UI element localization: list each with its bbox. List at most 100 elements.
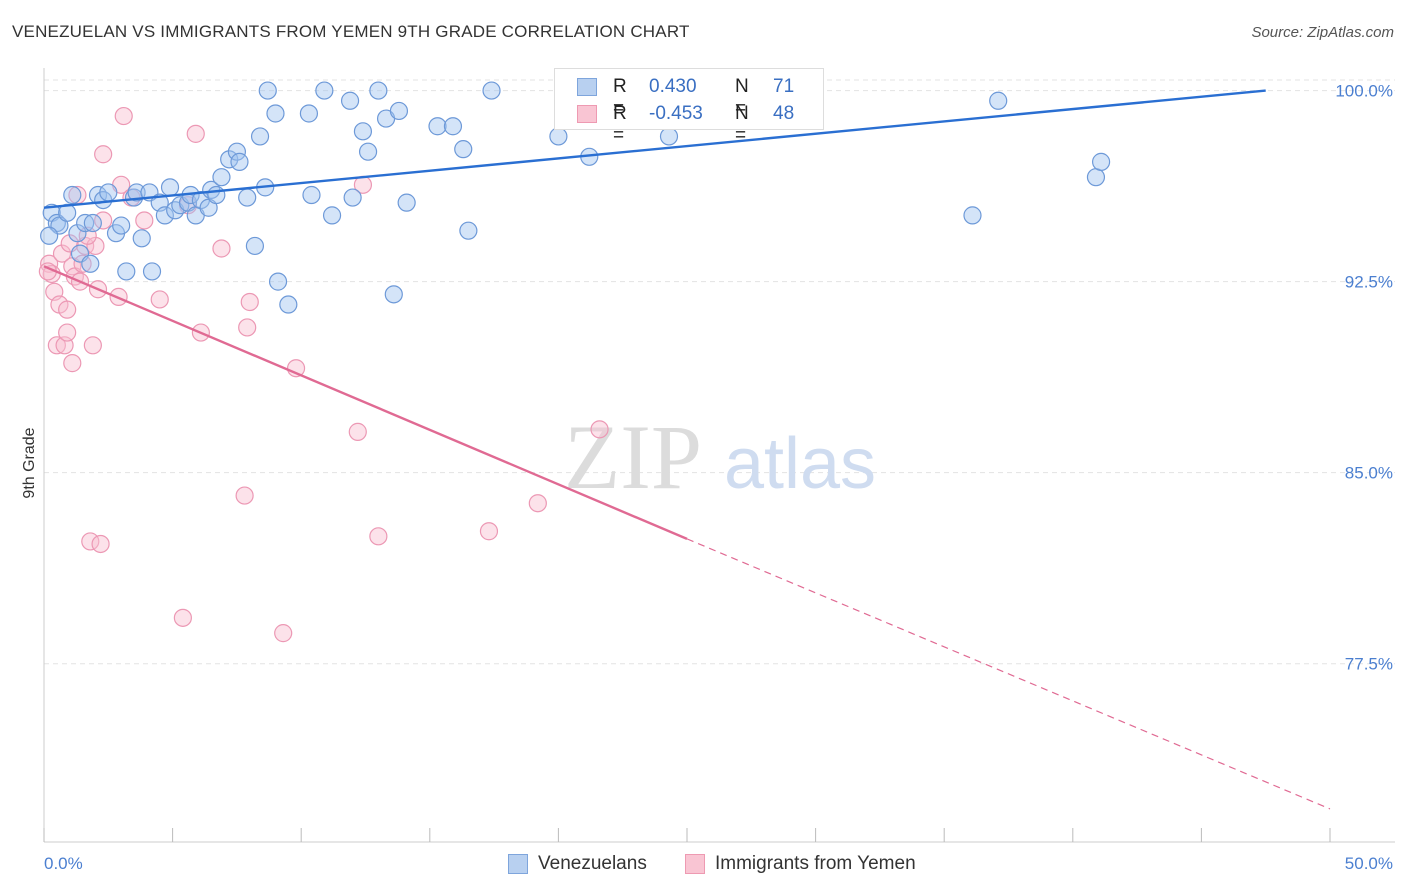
point-venezuelans bbox=[112, 216, 131, 235]
point-yemen bbox=[83, 336, 102, 355]
legend-n-label: N = bbox=[735, 76, 749, 119]
legend-n-value: 71 bbox=[773, 76, 795, 97]
point-venezuelans bbox=[99, 183, 118, 202]
point-venezuelans bbox=[322, 206, 342, 225]
point-venezuelans bbox=[384, 285, 403, 304]
point-venezuelans bbox=[397, 193, 416, 212]
point-venezuelans bbox=[659, 127, 679, 146]
point-venezuelans bbox=[207, 185, 226, 205]
point-venezuelans bbox=[340, 91, 360, 110]
point-venezuelans bbox=[268, 272, 288, 291]
point-venezuelans bbox=[279, 295, 298, 314]
correlation-legend: R = 0.430 N = 71 R = -0.453 N = 48 bbox=[554, 68, 824, 146]
point-venezuelans bbox=[549, 127, 568, 146]
y-tick-labels: 100.0% 92.5% 85.0% 77.5% bbox=[1335, 82, 1393, 674]
legend-r-label: R = bbox=[613, 76, 627, 119]
x-tick-label: 0.0% bbox=[44, 854, 83, 873]
legend-r-value: 0.430 bbox=[649, 76, 697, 97]
point-yemen bbox=[58, 323, 77, 342]
gridlines bbox=[44, 79, 1395, 665]
x-tick-label: 50.0% bbox=[1345, 854, 1393, 873]
legend-r-label: R = bbox=[613, 103, 627, 146]
point-yemen bbox=[186, 124, 205, 143]
point-venezuelans bbox=[1086, 168, 1106, 187]
trend-line-venezuelans bbox=[43, 89, 1266, 209]
point-venezuelans bbox=[238, 188, 257, 207]
point-venezuelans bbox=[343, 188, 362, 207]
point-venezuelans bbox=[160, 178, 180, 197]
point-venezuelans bbox=[127, 183, 146, 202]
point-venezuelans bbox=[40, 226, 59, 245]
y-tick-label: 100.0% bbox=[1335, 82, 1393, 101]
point-yemen bbox=[52, 244, 72, 263]
point-venezuelans bbox=[443, 117, 463, 136]
point-venezuelans bbox=[459, 221, 478, 240]
point-yemen bbox=[238, 318, 257, 337]
point-venezuelans bbox=[299, 104, 319, 123]
point-venezuelans bbox=[230, 152, 249, 171]
bottom-legend-label: Immigrants from Yemen bbox=[715, 853, 916, 874]
point-venezuelans bbox=[155, 206, 174, 225]
point-venezuelans bbox=[63, 185, 82, 205]
point-yemen bbox=[240, 292, 259, 312]
point-yemen bbox=[150, 290, 169, 309]
point-venezuelans bbox=[428, 117, 447, 136]
y-axis-label: 9th Grade bbox=[21, 427, 38, 498]
point-yemen bbox=[590, 420, 609, 439]
point-yemen bbox=[135, 211, 154, 230]
point-venezuelans bbox=[132, 229, 151, 248]
legend-r-value: -0.453 bbox=[649, 103, 703, 124]
point-venezuelans bbox=[454, 140, 473, 159]
series-yemen-points bbox=[38, 106, 609, 643]
point-venezuelans bbox=[142, 262, 162, 281]
y-tick-label: 85.0% bbox=[1345, 464, 1393, 483]
point-yemen bbox=[91, 534, 110, 554]
axes bbox=[43, 68, 1395, 843]
point-venezuelans bbox=[212, 168, 231, 187]
point-venezuelans bbox=[83, 213, 102, 233]
legend-swatch-yemen bbox=[577, 105, 597, 123]
chart-title: VENEZUELAN VS IMMIGRANTS FROM YEMEN 9TH … bbox=[12, 22, 690, 41]
point-venezuelans bbox=[315, 81, 334, 100]
y-tick-label: 92.5% bbox=[1345, 273, 1393, 292]
point-venezuelans bbox=[1091, 152, 1111, 171]
point-venezuelans bbox=[250, 127, 270, 146]
legend-n-value: 48 bbox=[773, 103, 795, 124]
point-yemen bbox=[274, 624, 293, 643]
point-yemen bbox=[47, 336, 66, 355]
trend-line-yemen-extrapolated bbox=[686, 538, 1331, 810]
point-yemen bbox=[348, 422, 367, 441]
point-venezuelans bbox=[258, 81, 277, 100]
point-venezuelans bbox=[989, 91, 1008, 110]
point-venezuelans bbox=[358, 142, 378, 161]
point-yemen bbox=[173, 608, 192, 627]
point-venezuelans bbox=[81, 254, 100, 273]
point-venezuelans bbox=[389, 101, 409, 121]
point-yemen bbox=[528, 494, 547, 513]
trend-line-yemen bbox=[43, 265, 688, 540]
point-venezuelans bbox=[353, 122, 373, 141]
point-yemen bbox=[369, 527, 388, 546]
point-venezuelans bbox=[245, 236, 265, 256]
watermark-zip: ZIP bbox=[564, 406, 702, 508]
watermark-atlas: atlas bbox=[724, 424, 876, 504]
x-tick-labels: 0.0% 50.0% bbox=[44, 854, 1393, 873]
point-yemen bbox=[114, 106, 133, 126]
bottom-legend-swatch-venezuelans bbox=[508, 854, 528, 874]
point-yemen bbox=[212, 239, 231, 258]
bottom-legend-label: Venezuelans bbox=[538, 853, 647, 874]
source-credit: Source: ZipAtlas.com bbox=[1251, 24, 1394, 41]
point-yemen bbox=[235, 486, 254, 505]
point-venezuelans bbox=[302, 185, 321, 205]
point-venezuelans bbox=[68, 224, 87, 243]
point-venezuelans bbox=[369, 81, 388, 100]
point-venezuelans bbox=[963, 206, 982, 225]
point-venezuelans bbox=[482, 81, 501, 100]
point-yemen bbox=[58, 300, 77, 319]
point-venezuelans bbox=[76, 213, 95, 233]
bottom-legend-swatch-yemen bbox=[685, 854, 705, 874]
trend-lines bbox=[43, 89, 1331, 810]
point-venezuelans bbox=[117, 262, 136, 281]
legend-swatch-venezuelans bbox=[577, 78, 597, 96]
